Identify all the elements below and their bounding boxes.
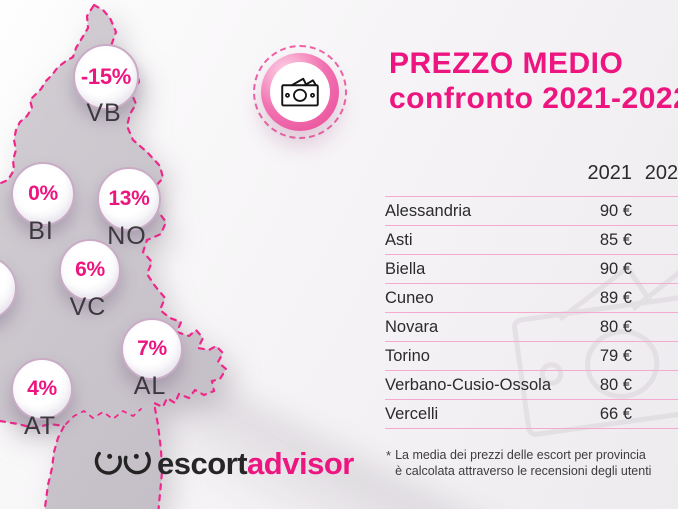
emblem-inner-circle (270, 62, 330, 122)
logo-word-escort: escort (157, 446, 248, 481)
price-2021: 90 € (599, 201, 632, 220)
table-row: Biella 90 € (385, 255, 678, 284)
price-2021: 89 € (599, 288, 632, 307)
badge-vb-label: VB (86, 99, 122, 127)
province-name: Alessandria (385, 201, 472, 220)
province-name: Vercelli (385, 404, 439, 423)
emblem-dashed-ring (253, 45, 347, 139)
table-row: Novara 80 € (385, 313, 678, 342)
badge-vb-pct: -15% (80, 64, 132, 89)
badge-al: 7% (121, 318, 183, 380)
price-2021: 66 € (599, 404, 632, 423)
badge-vc: 6% (59, 239, 121, 301)
logo-word-advisor: advisor (247, 446, 354, 481)
page-title-line2: confronto 2021-2022 (389, 82, 678, 115)
badge-al-pct: 7% (137, 337, 167, 360)
badge-vc-label: VC (69, 293, 107, 321)
footnote-line1: La media dei prezzi delle escort per pro… (395, 448, 646, 462)
price-2021: 79 € (599, 346, 632, 365)
banknotes-watermark-icon (512, 265, 678, 437)
column-header-2021: 2021 (587, 161, 633, 184)
price-table-rows: Alessandria 90 € Asti 85 € Biella 90 € C… (385, 196, 678, 429)
province-name: Cuneo (385, 288, 434, 307)
province-name: Torino (385, 346, 430, 365)
province-name: Asti (385, 230, 413, 249)
footnote-asterisk: * (386, 448, 392, 463)
emblem-pink-ring (261, 53, 339, 131)
price-table: 2021 2022 Alessandria 90 € Asti 85 € Bie… (385, 150, 678, 429)
footnote: * La media dei prezzi delle escort per p… (386, 448, 651, 479)
badge-bi: 0% (11, 162, 75, 226)
escortadvisor-logo: escortadvisor (94, 444, 354, 484)
column-header-2022: 2022 (644, 161, 678, 184)
badge-at: 4% (11, 358, 73, 420)
price-table-header: 2021 2022 (385, 150, 678, 196)
price-2021: 85 € (599, 230, 632, 249)
table-row: Verbano-Cusio-Ossola 80 € (385, 371, 678, 400)
table-row: Asti 85 € (385, 226, 678, 255)
badge-bi-label: BI (28, 217, 54, 245)
badge-vb: -15% (73, 44, 139, 110)
price-2021: 90 € (599, 259, 632, 278)
banknotes-icon (281, 77, 319, 106)
page-title: PREZZO MEDIO confronto 2021-2022 (389, 46, 678, 116)
price-2021: 80 € (599, 317, 632, 336)
badge-no-label: NO (107, 222, 147, 250)
footnote-line2: è calcolata attraverso le recensioni deg… (395, 463, 652, 478)
table-row: Vercelli 66 € (385, 400, 678, 429)
escortadvisor-emblem-icon (94, 451, 151, 475)
badge-no: 13% (97, 167, 161, 231)
badge-at-label: AT (23, 412, 57, 440)
table-row: Alessandria 90 € (385, 197, 678, 226)
badge-vc-pct: 6% (75, 258, 105, 281)
badge-no-pct: 13% (108, 187, 150, 210)
badge-at-pct: 4% (27, 377, 57, 400)
price-2021: 80 € (599, 375, 632, 394)
badge-al-label: AL (133, 372, 167, 400)
province-name: Biella (385, 259, 426, 278)
province-name: Verbano-Cusio-Ossola (385, 375, 551, 394)
logo-wordmark: escortadvisor (157, 446, 354, 482)
province-name: Novara (385, 317, 439, 336)
table-row: Torino 79 € (385, 342, 678, 371)
table-row: Cuneo 89 € (385, 284, 678, 313)
badge-bi-pct: 0% (28, 182, 58, 205)
page-title-line1: PREZZO MEDIO (389, 47, 624, 80)
